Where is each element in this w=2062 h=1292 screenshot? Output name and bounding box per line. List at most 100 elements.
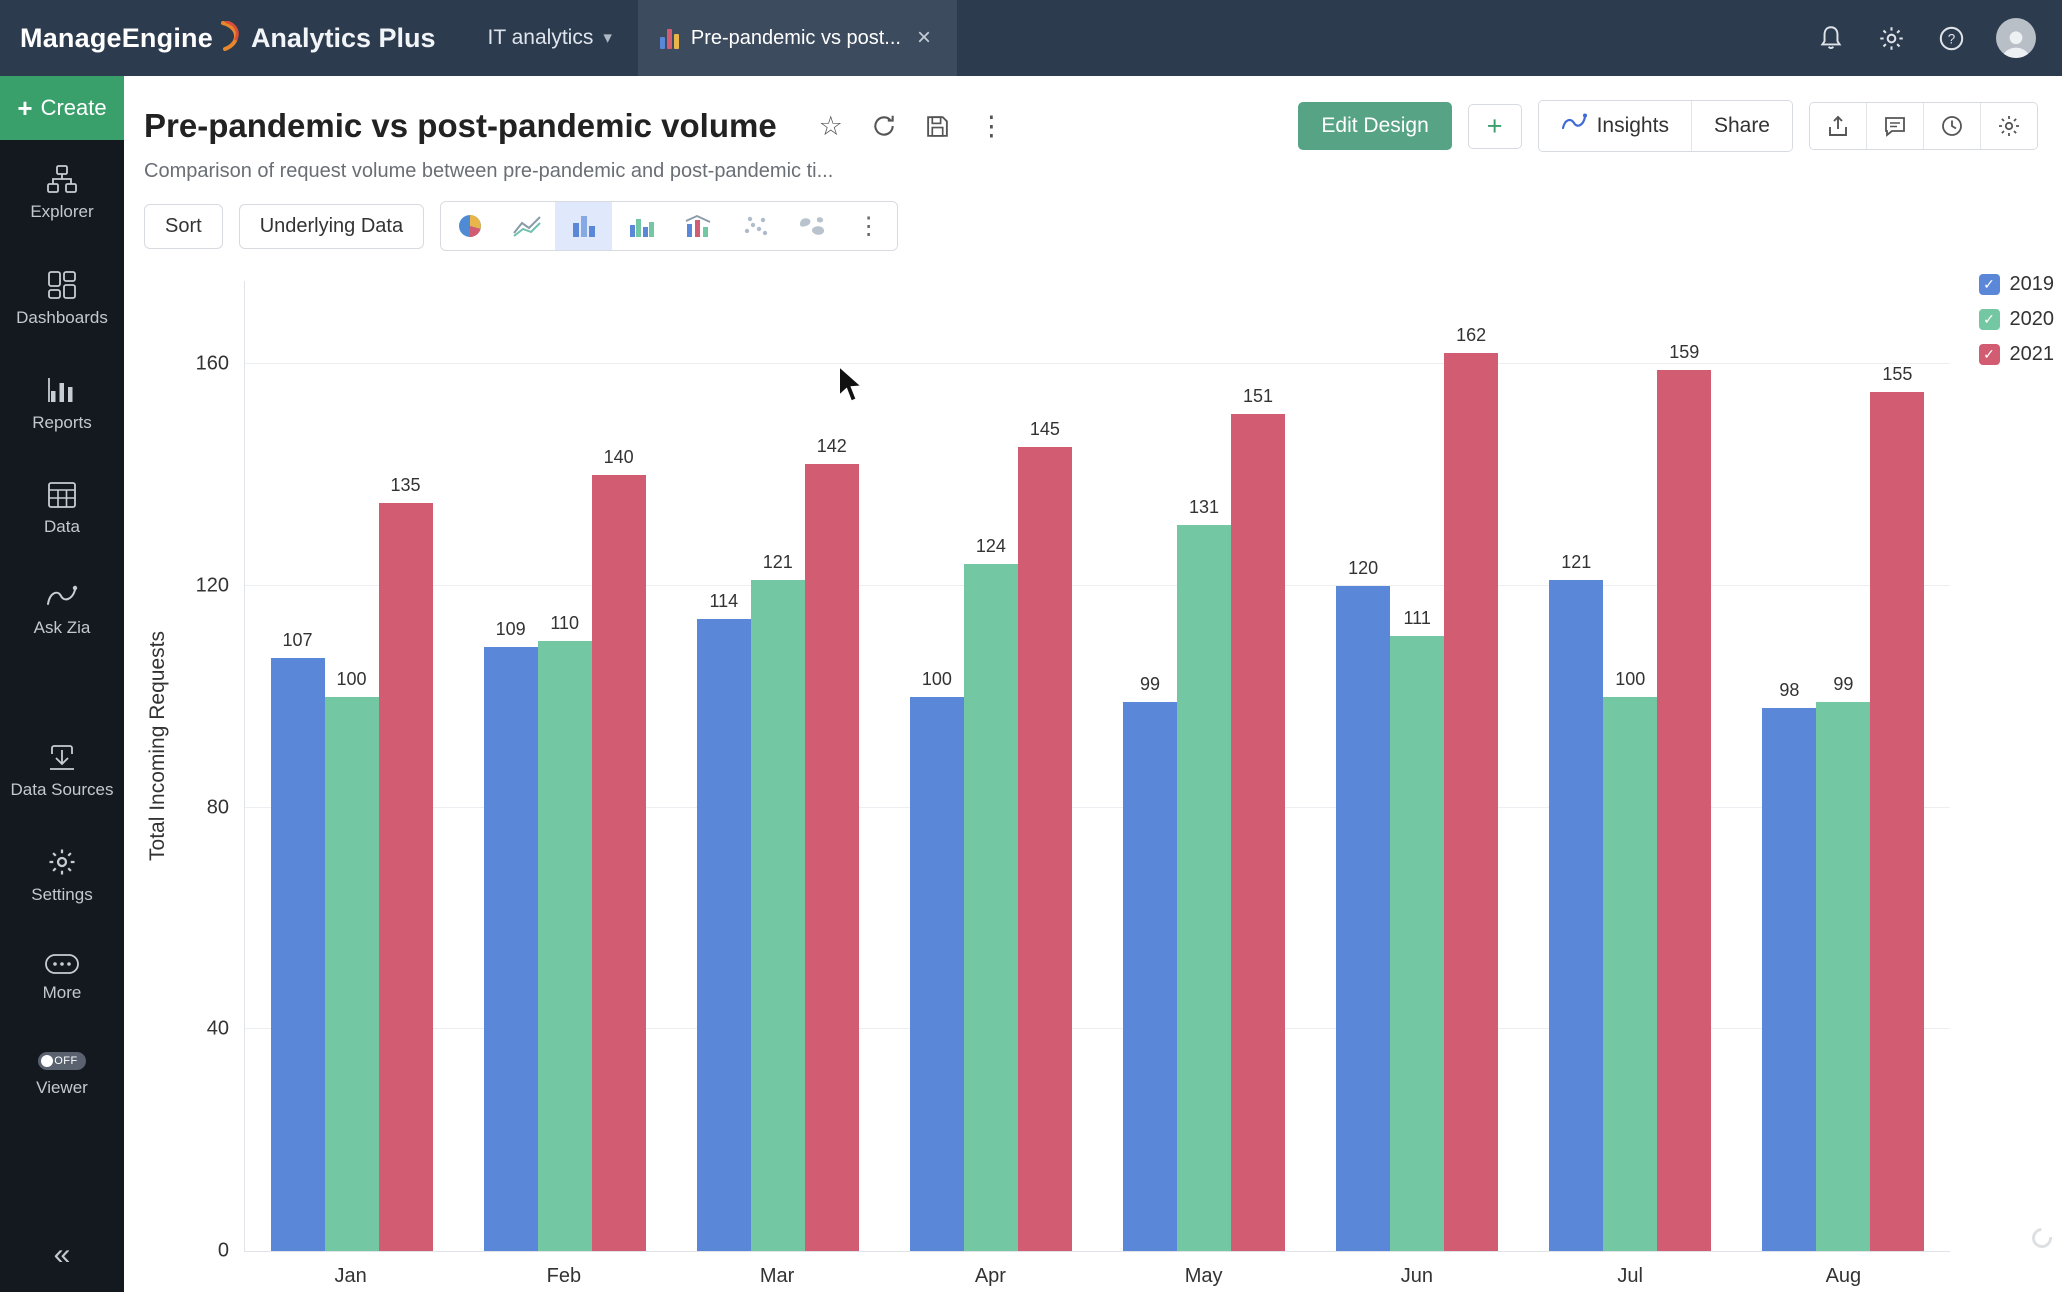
sort-button[interactable]: Sort <box>144 203 223 249</box>
x-tick-label: Mar <box>759 1265 795 1287</box>
close-icon[interactable]: × <box>916 24 931 51</box>
x-tick-label: Aug <box>1825 1265 1862 1287</box>
legend-item-2021[interactable]: ✓ 2021 <box>1978 343 2054 366</box>
bar-value-label: 111 <box>1403 607 1431 628</box>
collapse-icon: « <box>53 1238 71 1271</box>
create-button[interactable]: + Create <box>0 76 124 140</box>
save-icon[interactable] <box>925 114 950 139</box>
bar-2020-jan[interactable] <box>324 696 379 1251</box>
bar-2020-mar[interactable] <box>750 580 805 1251</box>
bar-2019-jan[interactable] <box>270 657 325 1251</box>
bar-2019-jul[interactable] <box>1549 580 1604 1251</box>
bar-wrap: 109 <box>483 281 538 1251</box>
report-header: Pre-pandemic vs post-pandemic volume ☆ ⋮… <box>124 76 2062 183</box>
bar-wrap: 131 <box>1177 281 1232 1251</box>
insights-zia-icon <box>1561 112 1587 140</box>
ask-zia-icon <box>45 584 79 610</box>
chart-type-column-icon[interactable] <box>555 202 613 250</box>
sidebar-item-reports[interactable]: Reports <box>0 351 124 457</box>
insights-button[interactable]: Insights <box>1538 101 1691 151</box>
sidebar-item-explorer[interactable]: Explorer <box>0 140 124 246</box>
legend-label: 2019 <box>2009 273 2055 295</box>
chart-type-combo-icon[interactable] <box>669 202 727 250</box>
bar-wrap: 110 <box>537 281 592 1251</box>
x-tick-label: May <box>1184 1265 1223 1287</box>
legend-checkbox[interactable]: ✓ <box>1978 274 2000 295</box>
brand-manageengine: ManageEngine <box>20 22 213 53</box>
sidebar-item-dashboards[interactable]: Dashboards <box>0 246 124 352</box>
sidebar-item-data-sources[interactable]: Data Sources <box>0 718 124 824</box>
more-options-icon[interactable]: ⋮ <box>977 110 1005 141</box>
sidebar-item-data[interactable]: Data <box>0 457 124 561</box>
report-tab-label: Pre-pandemic vs post... <box>690 26 901 49</box>
report-tab[interactable]: Pre-pandemic vs post... × <box>637 0 957 76</box>
bar-2021-may[interactable] <box>1231 414 1286 1251</box>
edit-design-button[interactable]: Edit Design <box>1298 102 1452 150</box>
bar-2021-jun[interactable] <box>1444 353 1499 1251</box>
legend-item-2019[interactable]: ✓ 2019 <box>1978 273 2055 296</box>
bar-group-aug: 98 99 155 <box>1737 281 1950 1251</box>
bar-2021-feb[interactable] <box>591 475 646 1251</box>
bar-2020-may[interactable] <box>1177 524 1232 1251</box>
bar-2019-mar[interactable] <box>696 619 751 1251</box>
legend-checkbox[interactable]: ✓ <box>1978 309 2000 330</box>
bar-2021-apr[interactable] <box>1017 447 1072 1251</box>
brand-logo: ManageEngine Analytics Plus <box>0 0 462 76</box>
gear-icon[interactable] <box>1876 23 1906 53</box>
help-icon[interactable]: ? <box>1936 23 1966 53</box>
bar-2021-jan[interactable] <box>378 502 433 1251</box>
bar-2020-feb[interactable] <box>537 641 592 1251</box>
settings-gear-icon <box>47 847 77 877</box>
viewer-toggle[interactable]: OFF <box>38 1052 86 1071</box>
chart-type-scatter-icon[interactable] <box>726 202 784 250</box>
favorite-star-icon[interactable]: ☆ <box>818 110 843 141</box>
bar-value-label: 155 <box>1882 363 1913 384</box>
sidebar-item-ask-zia[interactable]: Ask Zia <box>0 560 124 662</box>
bar-wrap: 142 <box>804 281 859 1251</box>
notifications-bell-icon[interactable] <box>1816 23 1846 53</box>
sidebar-item-label: Ask Zia <box>33 618 91 638</box>
report-settings-button[interactable] <box>1980 103 2037 149</box>
y-tick-label: 120 <box>195 574 229 597</box>
bar-2019-jun[interactable] <box>1336 585 1391 1251</box>
bar-2020-jul[interactable] <box>1603 696 1658 1251</box>
underlying-data-button[interactable]: Underlying Data <box>238 203 425 249</box>
legend-label: 2020 <box>2009 308 2055 330</box>
workspace-tab[interactable]: IT analytics ▾ <box>462 0 638 76</box>
legend-item-2020[interactable]: ✓ 2020 <box>1978 308 2055 331</box>
chart-type-grouped-column-icon[interactable] <box>612 202 670 250</box>
export-button[interactable] <box>1810 103 1866 149</box>
bar-value-label: 140 <box>603 447 634 467</box>
bar-2019-feb[interactable] <box>483 646 538 1251</box>
sidebar-item-more[interactable]: More <box>0 929 124 1027</box>
sidebar-item-settings[interactable]: Settings <box>0 823 124 929</box>
sidebar-item-label: Explorer <box>30 202 94 221</box>
bar-2021-aug[interactable] <box>1870 391 1925 1251</box>
history-button[interactable] <box>1923 103 1980 149</box>
x-tick-label: Jan <box>334 1265 367 1287</box>
refresh-icon[interactable] <box>871 113 897 139</box>
bar-2021-mar[interactable] <box>804 463 859 1251</box>
sidebar-collapse-button[interactable]: « <box>0 1222 124 1292</box>
chart-type-line-icon[interactable] <box>498 202 556 250</box>
bar-2020-aug[interactable] <box>1816 702 1871 1251</box>
bar-wrap: 99 <box>1816 281 1871 1251</box>
bar-2019-aug[interactable] <box>1762 707 1817 1251</box>
chevron-down-icon: ▾ <box>603 28 612 47</box>
bar-2020-jun[interactable] <box>1390 635 1445 1251</box>
sidebar-item-viewer[interactable]: OFF Viewer <box>0 1052 124 1098</box>
comments-button[interactable] <box>1866 103 1923 149</box>
bar-2019-may[interactable] <box>1123 702 1178 1251</box>
chart-type-map-icon[interactable] <box>783 202 841 250</box>
share-button[interactable]: Share <box>1690 101 1792 151</box>
add-button[interactable]: + <box>1467 103 1522 149</box>
legend-checkbox[interactable]: ✓ <box>1978 344 2000 365</box>
plus-icon: + <box>17 92 33 123</box>
bar-2019-apr[interactable] <box>909 696 964 1251</box>
bar-2021-jul[interactable] <box>1657 369 1712 1251</box>
bar-value-label: 114 <box>709 591 739 612</box>
user-avatar[interactable] <box>1996 18 2036 58</box>
bar-2020-apr[interactable] <box>963 563 1018 1251</box>
chart-type-pie-icon[interactable] <box>441 202 499 250</box>
chart-type-more-icon[interactable]: ⋮ <box>840 202 898 250</box>
